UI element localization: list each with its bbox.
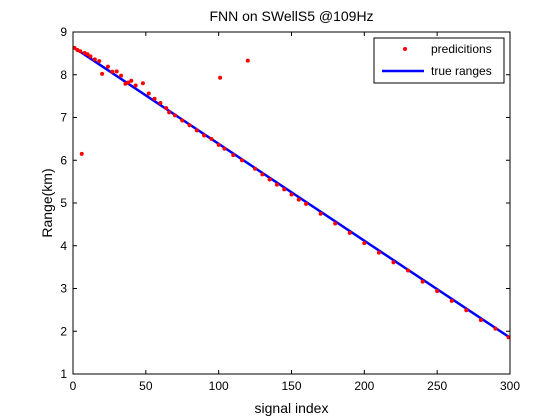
prediction-point xyxy=(114,69,119,74)
prediction-point xyxy=(435,289,440,294)
x-tick-label: 100 xyxy=(209,379,229,393)
prediction-point xyxy=(194,128,199,133)
prediction-point xyxy=(110,69,115,74)
x-tick-label: 150 xyxy=(281,379,301,393)
prediction-point xyxy=(222,146,227,151)
legend-box xyxy=(373,37,505,84)
prediction-point xyxy=(274,182,279,187)
prediction-point xyxy=(304,201,309,206)
prediction-point xyxy=(105,64,110,69)
x-tick-label: 50 xyxy=(139,379,153,393)
y-tick-label: 4 xyxy=(60,239,67,253)
x-tick-label: 250 xyxy=(427,379,447,393)
prediction-point xyxy=(152,96,157,101)
y-tick-label: 3 xyxy=(60,282,67,296)
prediction-point xyxy=(88,54,93,59)
prediction-point xyxy=(391,260,396,265)
prediction-point xyxy=(231,153,236,158)
chart-marks xyxy=(72,45,511,340)
prediction-point xyxy=(167,110,172,115)
prediction-point xyxy=(85,52,90,57)
chart-title: FNN on SWellS5 @109Hz xyxy=(209,8,373,24)
prediction-point xyxy=(172,113,177,118)
prediction-point xyxy=(260,172,265,177)
prediction-point xyxy=(126,80,131,85)
y-tick-label: 2 xyxy=(60,324,67,338)
prediction-point xyxy=(318,211,323,216)
prediction-point xyxy=(100,71,105,76)
prediction-point xyxy=(119,73,124,78)
prediction-point xyxy=(209,136,214,141)
prediction-point xyxy=(164,106,169,111)
prediction-point xyxy=(202,133,207,138)
prediction-point xyxy=(376,250,381,255)
prediction-point xyxy=(289,192,294,197)
y-tick-label: 7 xyxy=(60,111,67,125)
y-tick-label: 9 xyxy=(60,25,67,39)
prediction-point xyxy=(92,57,97,62)
prediction-point xyxy=(420,279,425,284)
y-tick-label: 5 xyxy=(60,196,67,210)
prediction-point xyxy=(133,83,138,88)
x-tick-label: 200 xyxy=(354,379,374,393)
prediction-point xyxy=(245,58,250,63)
legend-label-true-ranges: true ranges xyxy=(431,64,492,78)
x-tick-label: 0 xyxy=(70,379,77,393)
y-tick-label: 1 xyxy=(60,367,67,381)
prediction-point xyxy=(239,158,244,163)
legend: predicitions true ranges xyxy=(373,37,505,84)
prediction-point xyxy=(493,326,498,331)
prediction-point xyxy=(218,75,223,80)
prediction-point xyxy=(478,318,483,323)
prediction-point xyxy=(140,81,145,86)
x-tick-label: 300 xyxy=(500,379,520,393)
y-tick-label: 8 xyxy=(60,68,67,82)
prediction-point xyxy=(267,177,272,182)
legend-marker-predictions xyxy=(403,47,407,51)
prediction-point xyxy=(180,118,185,123)
prediction-point xyxy=(362,241,367,246)
plot-area xyxy=(73,32,510,374)
prediction-point xyxy=(253,166,258,171)
y-tick-label: 6 xyxy=(60,153,67,167)
prediction-point xyxy=(97,59,102,64)
x-axis-ticks: 0 50 100 150 200 250 300 xyxy=(70,32,520,393)
prediction-point xyxy=(464,308,469,313)
prediction-point xyxy=(129,78,134,83)
prediction-point xyxy=(158,100,163,105)
prediction-point xyxy=(296,197,301,202)
prediction-point xyxy=(187,123,192,128)
y-axis-ticks: 1 2 3 4 5 6 7 8 9 xyxy=(60,25,510,381)
y-axis-label: Range(km) xyxy=(39,168,55,237)
prediction-point xyxy=(146,91,151,96)
prediction-point xyxy=(347,230,352,235)
x-axis-label: signal index xyxy=(255,400,329,416)
prediction-point xyxy=(449,298,454,303)
prediction-point xyxy=(406,268,411,273)
prediction-point xyxy=(79,151,84,156)
prediction-point xyxy=(333,221,338,226)
prediction-point xyxy=(216,142,221,147)
prediction-point xyxy=(78,49,83,54)
legend-label-predictions: predicitions xyxy=(431,42,492,56)
prediction-point xyxy=(282,187,287,192)
